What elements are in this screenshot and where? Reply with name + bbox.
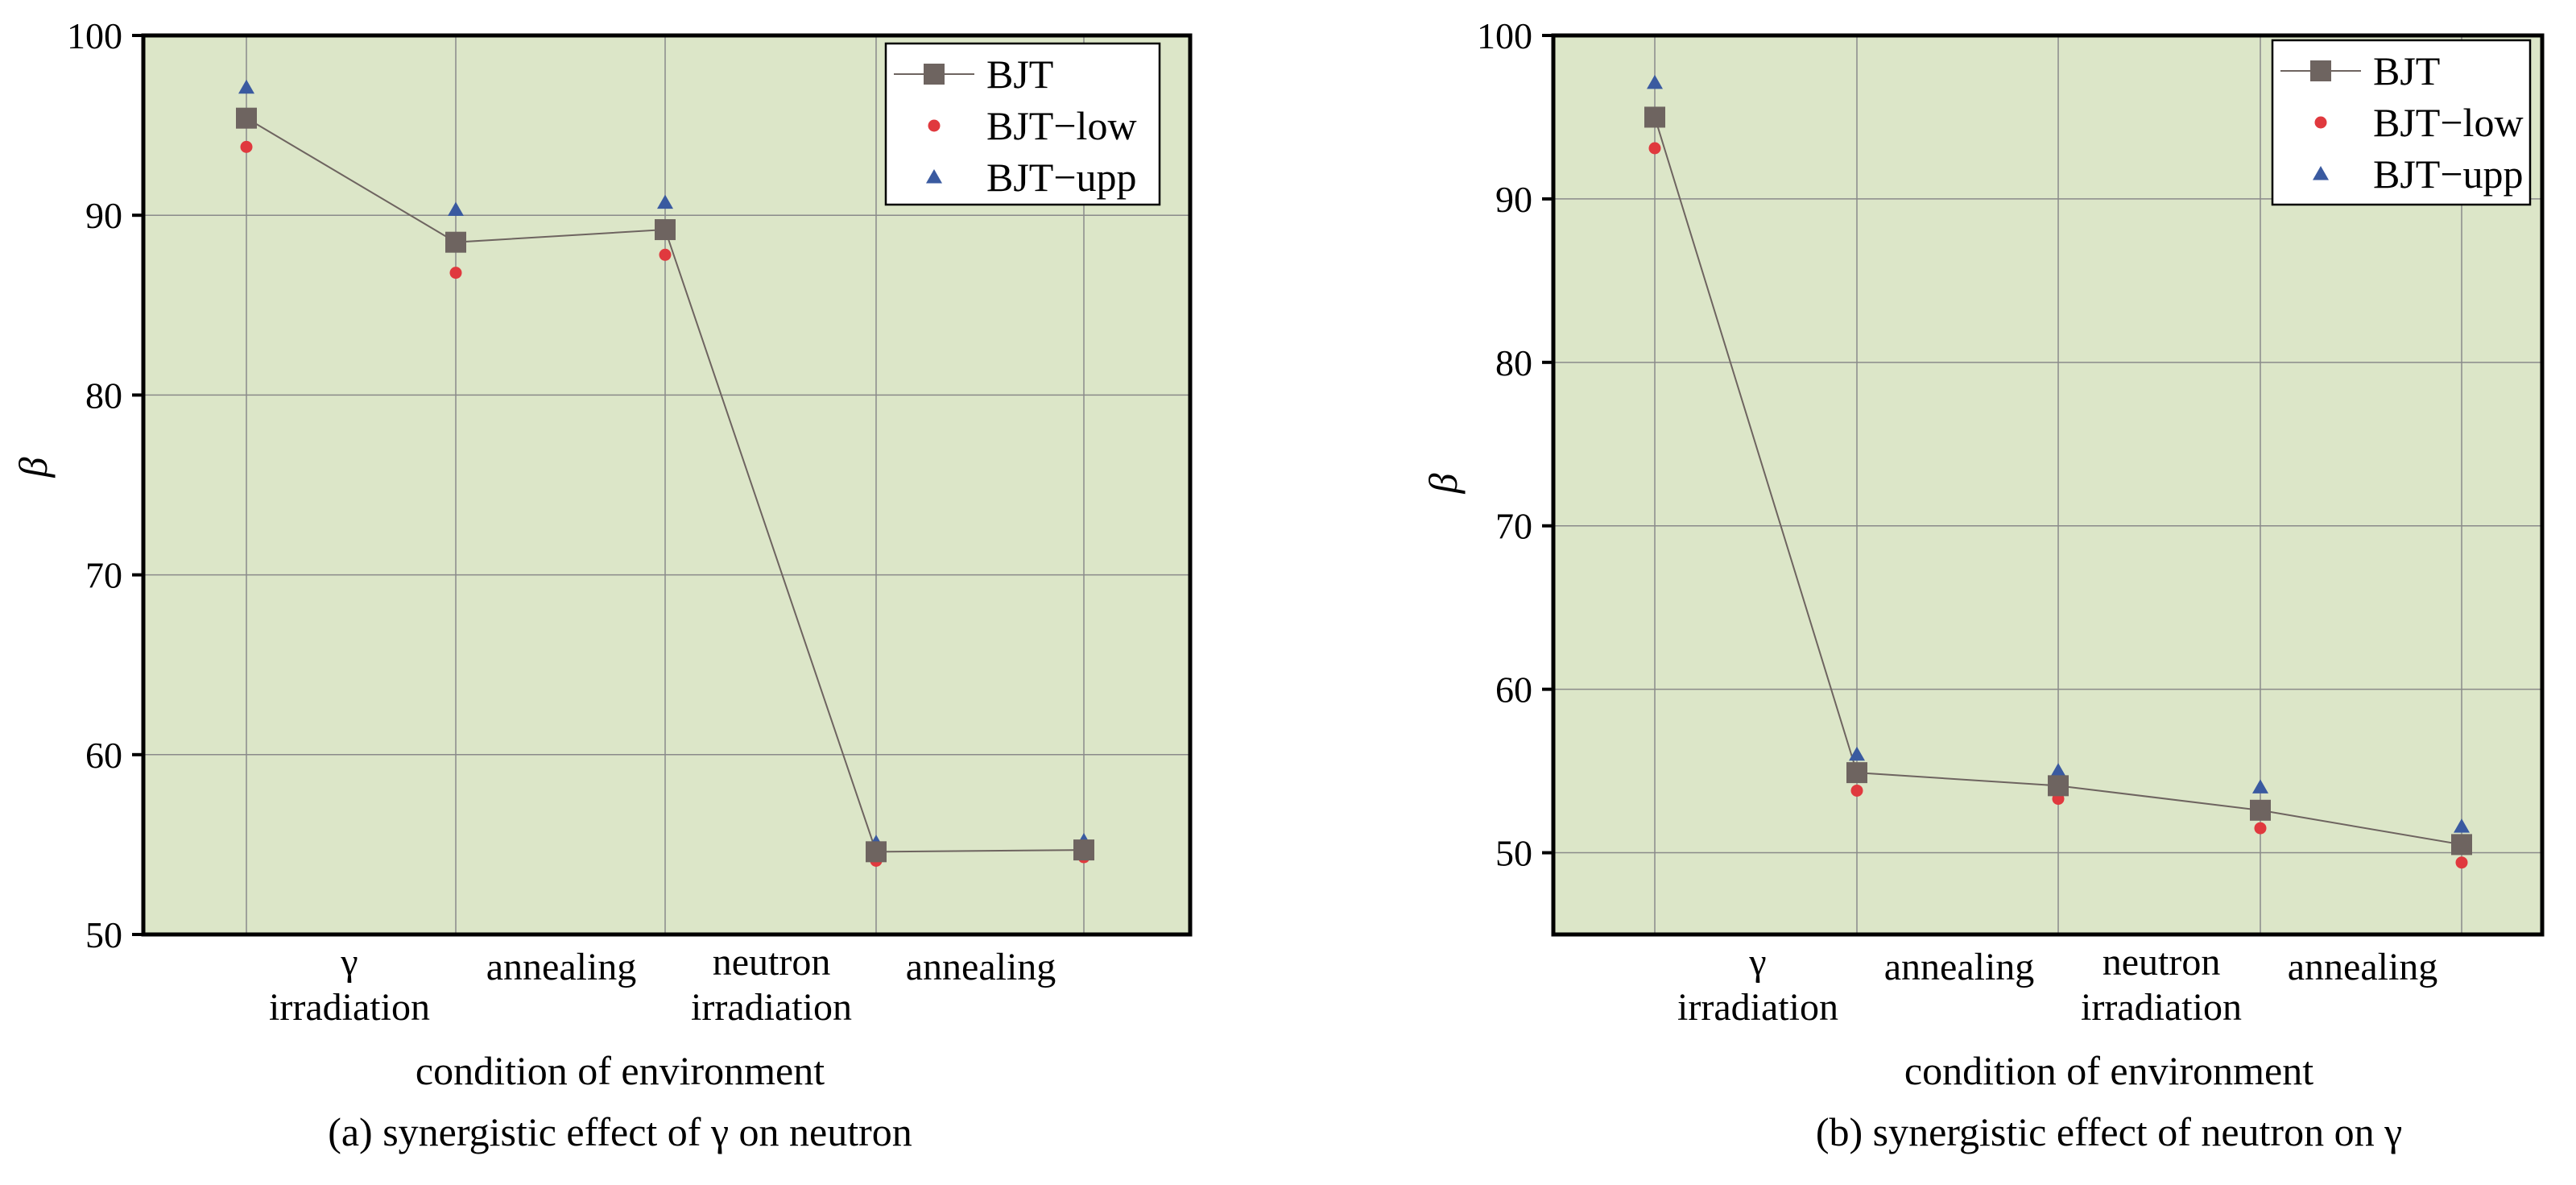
x-category-label: annealing	[2288, 946, 2438, 988]
legend-marker	[926, 169, 942, 184]
markers-bjt-upp	[1647, 74, 2470, 833]
chart-a-svg: 50 60 70 80 90 100 β γ irradiation annealing neutr…	[10, 15, 1193, 1154]
legend-label: BJT−low	[986, 103, 1137, 148]
legend-label: BJT−upp	[986, 155, 1137, 200]
data-point	[655, 219, 676, 241]
data-point	[1648, 142, 1661, 155]
chart-caption: (b) synergistic effect of neutron on γ	[1816, 1109, 2402, 1154]
data-point	[1644, 106, 1665, 128]
y-axis: 50 60 70 80 90 100	[67, 15, 143, 955]
data-point	[2254, 822, 2267, 835]
x-category-label: γ irradiation	[1677, 941, 1838, 1029]
data-point	[866, 841, 887, 863]
x-category-label: neutron irradiation	[691, 941, 852, 1029]
data-point	[1073, 839, 1094, 861]
data-point	[1850, 784, 1863, 797]
y-tick-label: 70	[1495, 506, 1532, 547]
y-tick-label: 90	[1495, 179, 1532, 220]
markers-bjt	[236, 107, 1094, 863]
x-category-labels: γ irradiation annealing neutron irradiation a…	[1677, 941, 2437, 1029]
y-tick-label: 100	[1477, 15, 1532, 56]
data-point	[1849, 746, 1865, 761]
x-axis-title: condition of environment	[416, 1048, 825, 1093]
y-tick-label: 100	[67, 15, 122, 56]
plot-frame	[1551, 33, 2545, 937]
legend-marker	[2313, 166, 2329, 180]
legend-label: BJT	[2373, 48, 2440, 93]
legend-marker	[924, 64, 945, 85]
data-point	[448, 201, 464, 217]
chart-panel-b: 50 60 70 80 90 100 β γ irradiation annealing neutr…	[1288, 0, 2576, 1185]
x-category-label: annealing	[486, 946, 637, 988]
y-tick-label: 90	[85, 195, 122, 236]
y-tick-label: 80	[85, 375, 122, 416]
data-point	[2048, 775, 2069, 797]
x-category-label: annealing	[906, 946, 1056, 988]
data-point	[2451, 834, 2472, 856]
data-point	[2252, 779, 2268, 793]
legend: BJT BJT−low BJT−upp	[2271, 39, 2532, 206]
x-axis-title: condition of environment	[1904, 1048, 2313, 1093]
x-category-label: neutron irradiation	[2081, 941, 2242, 1029]
data-point	[2050, 763, 2066, 777]
y-tick-label: 80	[1495, 342, 1532, 383]
markers-bjt-low	[1648, 142, 2468, 869]
legend-label: BJT−low	[2373, 100, 2524, 145]
y-axis-title: β	[1420, 473, 1466, 494]
chart-caption: (a) synergistic effect of γ on neutron	[328, 1109, 912, 1154]
data-point	[240, 140, 253, 153]
chart-panel-a: 50 60 70 80 90 100 β γ irradiation annealing neutr…	[10, 15, 1193, 1154]
data-point	[238, 79, 254, 94]
x-category-label: annealing	[1884, 946, 2035, 988]
y-tick-label: 70	[85, 555, 122, 596]
data-point	[1647, 74, 1663, 89]
y-tick-label: 60	[1495, 669, 1532, 711]
data-point	[659, 248, 672, 261]
data-point	[657, 194, 673, 209]
data-point	[2250, 799, 2271, 821]
data-point	[236, 107, 257, 129]
legend-label: BJT−upp	[2373, 151, 2524, 197]
y-tick-label: 50	[85, 914, 122, 955]
data-point	[2454, 818, 2470, 833]
data-point	[445, 231, 466, 253]
plot-frame	[141, 33, 1193, 937]
data-point	[449, 267, 462, 280]
legend-marker	[2314, 116, 2327, 129]
legend-marker	[2310, 60, 2331, 81]
x-category-labels: γ irradiation annealing neutron irradiation a…	[269, 941, 1056, 1029]
legend-label: BJT	[986, 52, 1053, 97]
y-tick-label: 60	[85, 735, 122, 776]
legend-marker	[928, 119, 941, 132]
chart-b-svg: 50 60 70 80 90 100 β γ irradiation annealing neutr…	[1420, 15, 2545, 1154]
legend: BJT BJT−low BJT−upp	[884, 42, 1161, 206]
markers-bjt	[1644, 106, 2472, 856]
data-point	[1846, 762, 1867, 784]
data-point	[2455, 856, 2468, 869]
x-category-label: γ irradiation	[269, 941, 430, 1029]
y-axis-title: β	[10, 457, 56, 478]
y-tick-label: 50	[1495, 833, 1532, 874]
y-axis: 50 60 70 80 90 100	[1477, 15, 1553, 874]
